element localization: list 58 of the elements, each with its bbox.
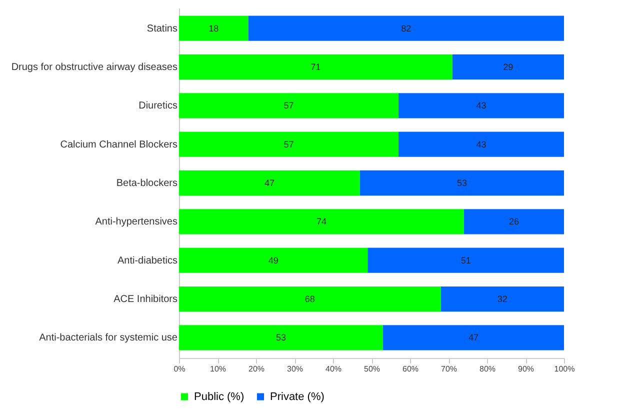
x-tick-label: 30% — [286, 364, 304, 374]
x-tick-label: 0% — [174, 364, 186, 374]
data-label: 82 — [401, 23, 412, 34]
data-label: 26 — [508, 216, 519, 227]
y-tick-label: Anti-bacterials for systemic use — [39, 332, 178, 344]
data-label: 18 — [208, 23, 219, 34]
data-label: 71 — [310, 62, 321, 72]
data-label: 53 — [456, 178, 467, 188]
data-label: 47 — [264, 178, 274, 188]
bar — [179, 170, 360, 196]
data-label: 49 — [268, 255, 278, 266]
x-tick-label: 100% — [554, 364, 575, 374]
data-label: 43 — [476, 139, 486, 150]
legend-label: Private (%) — [270, 390, 324, 403]
y-tick-label: Drugs for obstructive airway diseases — [11, 62, 178, 73]
x-tick-label: 40% — [325, 364, 342, 374]
x-tick-label: 20% — [248, 364, 265, 374]
bar — [179, 16, 248, 41]
y-tick-label: Anti-hypertensives — [95, 216, 178, 228]
x-tick-label: 70% — [440, 364, 458, 374]
bar — [179, 132, 398, 157]
data-label: 43 — [476, 100, 486, 111]
bar — [398, 132, 564, 157]
y-tick-label: Calcium Channel Blockers — [60, 139, 178, 150]
bar — [179, 286, 441, 312]
data-label: 29 — [503, 62, 514, 72]
bar — [248, 16, 564, 41]
y-tick-label: Statins — [146, 23, 178, 34]
data-label: 74 — [316, 216, 326, 227]
y-tick-label: Anti-diabetics — [117, 255, 178, 266]
data-label: 32 — [497, 294, 508, 304]
y-tick-label: Beta-blockers — [116, 178, 178, 189]
bar — [179, 209, 464, 234]
bar — [179, 54, 452, 80]
x-tick-label: 50% — [364, 364, 380, 374]
x-tick-label: 60% — [402, 364, 419, 374]
data-label: 47 — [468, 332, 479, 343]
y-tick-label: Diuretics — [138, 100, 178, 112]
bar — [360, 170, 564, 196]
bar — [398, 93, 564, 118]
bar — [440, 286, 564, 312]
legend-label: Public (%) — [194, 390, 244, 403]
bar — [464, 209, 564, 234]
x-tick-label: 80% — [479, 364, 496, 374]
bar — [179, 248, 368, 273]
bar — [179, 93, 398, 118]
bar — [368, 248, 564, 273]
data-label: 57 — [284, 139, 294, 150]
data-label: 68 — [304, 294, 315, 304]
bar — [452, 54, 564, 80]
x-tick-label: 90% — [518, 364, 534, 374]
y-tick-label: ACE Inhibitors — [114, 294, 178, 306]
x-tick-label: 10% — [210, 364, 226, 374]
data-label: 57 — [284, 100, 294, 111]
bar — [383, 325, 564, 350]
bar — [179, 325, 384, 350]
data-label: 51 — [460, 255, 471, 266]
data-label: 53 — [276, 332, 286, 343]
